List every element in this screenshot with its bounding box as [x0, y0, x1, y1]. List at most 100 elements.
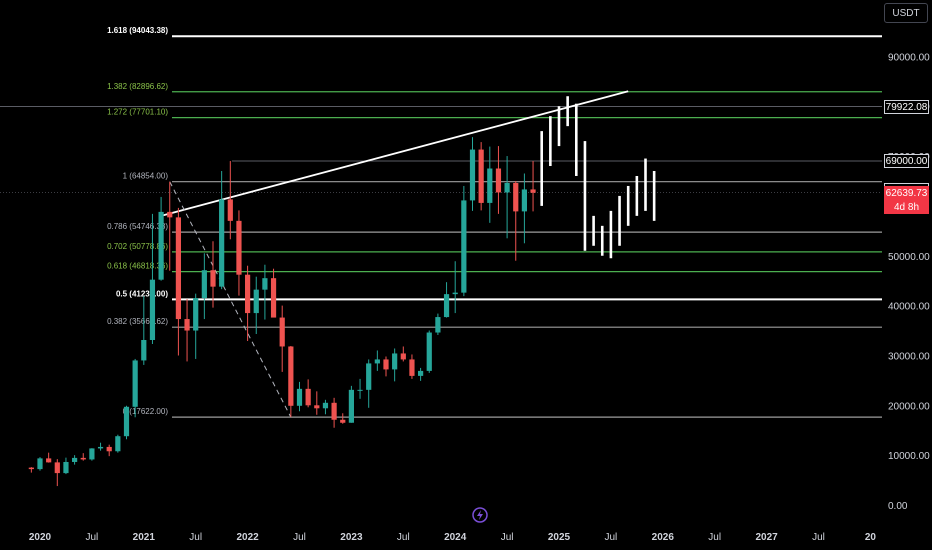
candle-body — [513, 182, 519, 212]
price-tick-label: 40000.00 — [888, 302, 930, 313]
candle-body — [296, 388, 303, 406]
drawing-lines[interactable] — [160, 90, 629, 418]
time-tick-label: Jul — [189, 532, 202, 543]
candle-body — [175, 217, 181, 320]
currency-button[interactable]: USDT — [884, 3, 928, 23]
candle-body — [279, 317, 285, 347]
candle-body — [374, 359, 380, 364]
candle-body — [201, 270, 207, 299]
time-tick-label: 2022 — [236, 532, 259, 543]
candle-body — [141, 339, 147, 361]
candle-body — [392, 353, 398, 370]
candle-body — [149, 279, 156, 340]
time-tick-label: Jul — [605, 532, 618, 543]
price-tag: 69000.00 — [884, 154, 929, 169]
candle-body — [37, 458, 43, 470]
fib-level-label: 1.382 (82896.62) — [107, 82, 168, 91]
candle-body — [63, 461, 69, 474]
candle-body — [461, 200, 467, 293]
projection-bar — [652, 171, 656, 221]
candle-body — [115, 436, 121, 452]
price-tick-label: 90000.00 — [888, 52, 930, 63]
candle-body — [227, 199, 233, 221]
candle-body — [193, 298, 199, 331]
fib-level-label: 0.618 (46818.36) — [107, 262, 168, 271]
candle-body — [245, 274, 251, 314]
candle-body — [305, 388, 311, 406]
candle-body — [469, 149, 476, 201]
candles — [28, 137, 536, 487]
candle-body — [288, 346, 294, 406]
lightning-icon[interactable] — [472, 507, 488, 523]
projection-bar — [644, 158, 647, 211]
time-tick-label: 2021 — [133, 532, 156, 543]
time-scale[interactable]: 2020 Jul 2021 Jul 2022 Jul 2023 Jul 2024 Jul 2025 J… — [29, 532, 877, 543]
fibonacci-retracement[interactable]: 1.618 (94043.38) 1.382 (82896.62) 1.272 (7… — [0, 26, 882, 418]
time-tick-label: 2024 — [444, 532, 467, 543]
fib-level-label: 0 (17622.00) — [123, 407, 169, 416]
bar-countdown-tag: 4d 8h — [884, 199, 929, 214]
candle-body — [210, 270, 216, 287]
projection-bar — [566, 96, 569, 127]
projection-bar — [626, 185, 630, 226]
candle-body — [80, 457, 86, 460]
trendline[interactable] — [160, 90, 629, 217]
candle-body — [357, 389, 363, 391]
candle-body — [530, 189, 536, 193]
price-tick-label: 50000.00 — [888, 252, 930, 263]
fib-anchor-dashed-line[interactable] — [169, 181, 292, 418]
candle-body — [426, 332, 432, 371]
candle-body — [478, 149, 484, 203]
candle-body — [219, 199, 225, 287]
candle-body — [236, 220, 242, 275]
candle-body — [72, 457, 78, 462]
price-tick-label: 0.00 — [888, 501, 908, 512]
candle-body — [443, 294, 450, 318]
fib-level-label: 0.702 (50778.86) — [107, 242, 168, 251]
time-tick-label: Jul — [397, 532, 410, 543]
projection-bar — [583, 141, 587, 251]
candle-body — [495, 168, 502, 193]
projection-bar — [592, 215, 595, 246]
fib-level-label: 0.382 (35669.62) — [107, 317, 168, 326]
candle-body — [270, 278, 277, 318]
candle-body — [46, 458, 52, 463]
fib-level-label: 0.786 (54746.38) — [107, 222, 168, 231]
projection-bar — [557, 106, 561, 147]
time-tick-label: 2023 — [340, 532, 363, 543]
candle-body — [89, 448, 95, 460]
candle-body — [504, 182, 510, 193]
candle-body — [409, 359, 415, 376]
time-tick-label: 2027 — [755, 532, 778, 543]
candle-body — [400, 353, 406, 360]
price-tick-label: 20000.00 — [888, 401, 930, 412]
time-tick-label: Jul — [501, 532, 514, 543]
candle-body — [106, 446, 112, 452]
candle-body — [435, 317, 441, 333]
candle-body — [314, 405, 320, 409]
candle-body — [322, 402, 329, 409]
fib-level-label: 1 (64854.00) — [123, 172, 169, 181]
fib-level-label: 0.5 (41238.00) — [116, 289, 168, 298]
candle-body — [132, 360, 138, 407]
candle-body — [418, 370, 424, 376]
candle-body — [167, 211, 173, 218]
projection-bar — [635, 175, 639, 216]
time-tick-label: 20 — [865, 532, 877, 543]
time-tick-label: 2026 — [652, 532, 675, 543]
candle-body — [123, 406, 130, 437]
time-tick-label: Jul — [86, 532, 99, 543]
time-tick-label: Jul — [812, 532, 825, 543]
candle-body — [262, 278, 268, 290]
candle-body — [487, 168, 493, 203]
projection-bar — [600, 225, 604, 256]
time-tick-label: 2025 — [548, 532, 571, 543]
candle-body — [452, 292, 458, 295]
projection-bar — [540, 131, 543, 206]
projection-bars — [540, 96, 656, 259]
projection-bar — [609, 210, 613, 259]
fib-level-label: 1.272 (77701.10) — [107, 108, 168, 117]
time-tick-label: Jul — [293, 532, 306, 543]
candle-body — [28, 467, 34, 470]
